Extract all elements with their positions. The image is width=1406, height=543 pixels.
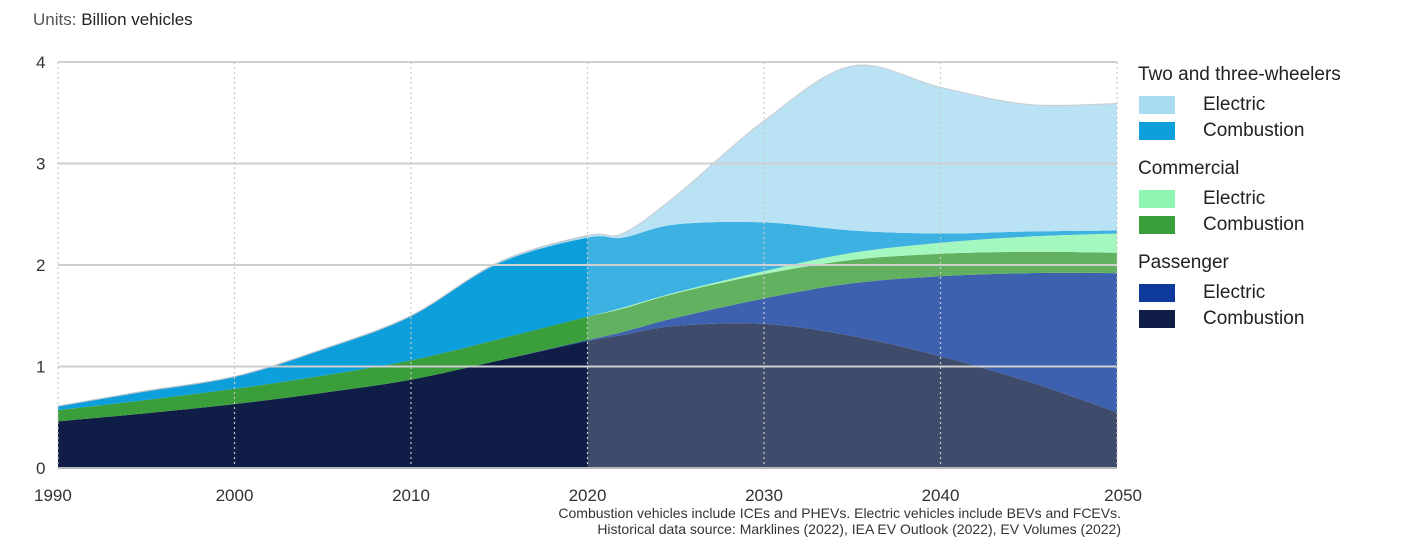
gridlines: [57, 61, 1118, 469]
footnote-line: Historical data source: Marklines (2022)…: [597, 521, 1121, 537]
legend-label: Electric: [1203, 282, 1266, 303]
legend-swatch: [1139, 190, 1175, 208]
y-tick-label: 1: [36, 358, 45, 377]
tick-labels: 0 1 2 3 4 1990 2000 2010 2020 2030 2040 2050: [34, 53, 1142, 505]
legend-group-commercial: Commercial Electric Combustion: [1138, 158, 1400, 238]
area-passenger-electric: [58, 272, 1117, 422]
area-layers: [57, 64, 1118, 468]
legend-group-title: Commercial: [1138, 158, 1240, 179]
legend-label: Electric: [1203, 94, 1266, 115]
area-passenger-combustion: [58, 323, 1117, 468]
footnote: Combustion vehicles include ICEs and PHE…: [558, 505, 1121, 537]
total-outline: [57, 64, 1118, 407]
footnote-line: Combustion vehicles include ICEs and PHE…: [558, 505, 1121, 521]
legend-item: Electric: [1139, 280, 1400, 306]
x-tick-label: 2030: [745, 486, 783, 505]
legend-group-passenger: Passenger Electric Combustion: [1138, 252, 1400, 332]
area-commercial-combustion: [58, 251, 1117, 422]
y-tick-label: 2: [36, 256, 45, 275]
x-tick-label: 2000: [216, 486, 254, 505]
legend-item: Electric: [1139, 92, 1400, 118]
x-tick-label: 2040: [922, 486, 960, 505]
y-tick-label: 4: [36, 53, 45, 72]
legend-swatch: [1139, 216, 1175, 234]
x-tick-label: 2020: [569, 486, 607, 505]
x-tick-label: 2050: [1104, 486, 1142, 505]
area-two-and-three-wheelers-combustion: [58, 221, 1117, 411]
legend-item: Combustion: [1139, 306, 1400, 332]
legend-swatch: [1139, 310, 1175, 328]
legend-item: Combustion: [1139, 118, 1400, 144]
x-tick-label: 1990: [34, 486, 72, 505]
projection-overlay: [587, 57, 1117, 468]
legend-item: Combustion: [1139, 212, 1400, 238]
y-tick-label: 0: [36, 459, 45, 478]
legend-item: Electric: [1139, 186, 1400, 212]
legend-swatch: [1139, 122, 1175, 140]
area-commercial-electric: [58, 233, 1117, 411]
legend-swatch: [1139, 96, 1175, 114]
x-tick-label: 2010: [392, 486, 430, 505]
legend: Two and three-wheelers Electric Combusti…: [1138, 64, 1400, 346]
legend-label: Electric: [1203, 188, 1266, 209]
legend-group-title: Two and three-wheelers: [1138, 64, 1341, 85]
legend-label: Combustion: [1203, 120, 1305, 141]
legend-label: Combustion: [1203, 214, 1305, 235]
legend-swatch: [1139, 284, 1175, 302]
units-label: Units: Billion vehicles: [33, 10, 193, 29]
legend-label: Combustion: [1203, 308, 1305, 329]
y-tick-label: 3: [36, 155, 45, 174]
projection-shade: [587, 57, 1117, 468]
legend-group-two-three-wheelers: Two and three-wheelers Electric Combusti…: [1138, 64, 1400, 144]
legend-group-title: Passenger: [1138, 252, 1229, 273]
